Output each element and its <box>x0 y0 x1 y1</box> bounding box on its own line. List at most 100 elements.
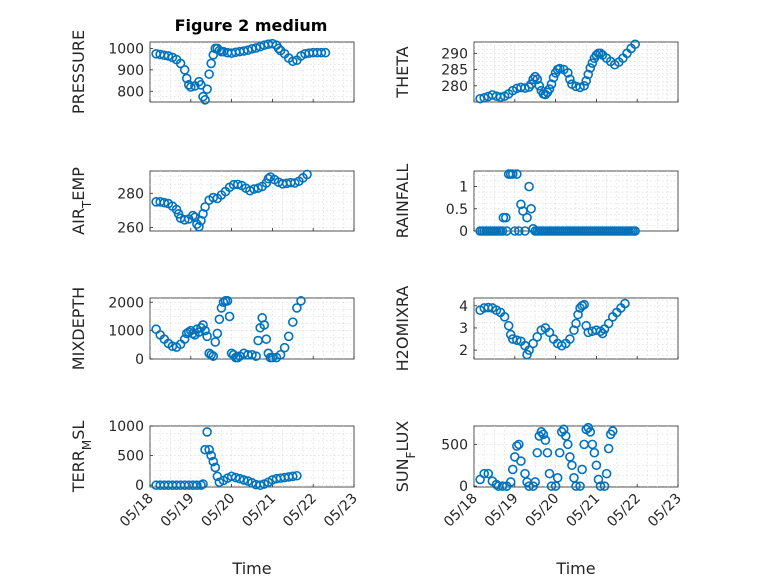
y-tick-label: 900 <box>117 63 144 79</box>
subplot-terr-msl: 0 500 1000 05/18 05/19 05/20 05/21 05/22 05/23 TE… <box>69 419 361 578</box>
data-point <box>179 215 190 225</box>
data-point <box>544 327 555 338</box>
subplot-mixdepth: 0 1000 2000 MIXDEPTH <box>69 287 355 370</box>
data-point <box>530 477 541 487</box>
data-point <box>483 302 494 313</box>
data-point <box>202 427 212 437</box>
data-series <box>475 298 630 360</box>
data-point <box>526 203 536 214</box>
y-axis-label: PRESSURE <box>69 30 88 114</box>
data-point <box>544 84 555 94</box>
data-point <box>520 468 530 479</box>
data-point <box>591 460 602 471</box>
data-point <box>558 424 569 435</box>
data-point <box>579 80 589 91</box>
data-point <box>532 332 543 342</box>
data-point <box>571 318 581 329</box>
data-series <box>151 427 302 491</box>
data-point <box>509 226 520 236</box>
data-point <box>218 297 229 308</box>
axes-frame <box>473 425 679 488</box>
data-point <box>251 351 261 361</box>
y-tick-label: 260 <box>117 221 144 237</box>
data-series <box>475 39 640 104</box>
data-point <box>548 72 559 83</box>
data-point <box>188 210 198 221</box>
data-point <box>222 296 233 306</box>
data-point <box>601 468 612 479</box>
y-tick-label: 500 <box>117 449 144 465</box>
data-series <box>151 38 331 105</box>
x-tick-label: 05/23 <box>321 491 361 531</box>
data-point <box>599 481 610 491</box>
data-point <box>524 345 534 355</box>
data-point <box>287 317 298 327</box>
data-point <box>512 441 522 451</box>
data-point <box>192 480 202 491</box>
data-point <box>186 82 196 92</box>
data-point <box>563 439 573 450</box>
subplot-air-temp: 260 280 AIRTEMP <box>69 167 355 237</box>
data-point <box>239 475 249 485</box>
y-axis-label: TERRMSL <box>69 421 94 494</box>
data-point <box>259 320 270 330</box>
data-point <box>200 325 210 336</box>
data-point <box>503 320 514 331</box>
data-point <box>587 58 598 68</box>
data-point <box>212 328 223 339</box>
data-point <box>595 48 606 59</box>
x-tick-label: 05/18 <box>441 491 481 531</box>
y-tick-label: 1000 <box>108 41 144 57</box>
data-point <box>524 181 534 192</box>
x-tick-label: 05/23 <box>645 491 685 531</box>
data-point <box>587 439 598 450</box>
x-axis-label: Time <box>231 559 271 578</box>
data-point <box>528 338 538 349</box>
data-point <box>544 468 555 479</box>
data-point <box>514 439 524 450</box>
y-tick-label: 3 <box>459 321 468 337</box>
data-point <box>232 179 243 190</box>
data-point <box>542 447 553 458</box>
data-point <box>554 447 565 458</box>
y-tick-label: 280 <box>117 186 144 202</box>
subplot-rainfall: 0 0.5 1 RAINFALL <box>393 164 679 240</box>
subplot-sun-flux: 0 500 05/18 05/19 05/20 05/21 05/22 05/23 SUNFLU… <box>393 421 685 578</box>
data-point <box>179 334 190 344</box>
data-point <box>603 443 614 454</box>
data-point <box>579 299 589 310</box>
data-point <box>603 318 614 329</box>
data-point <box>479 468 490 479</box>
data-point <box>507 169 518 179</box>
y-tick-label: 0 <box>459 479 468 495</box>
data-point <box>198 479 208 489</box>
data-point <box>583 69 594 80</box>
data-point <box>302 169 312 180</box>
x-tick-label: 05/21 <box>239 491 279 531</box>
data-point <box>569 325 579 335</box>
data-point <box>497 226 508 236</box>
data-point <box>206 58 216 69</box>
data-point <box>200 202 210 212</box>
subplot-pressure: 800 900 1000 PRESSURE <box>69 30 355 114</box>
axes-frame <box>473 41 679 103</box>
data-point <box>499 312 510 322</box>
data-point <box>607 426 618 436</box>
data-point <box>522 212 532 223</box>
x-tick-label: 05/20 <box>523 491 563 531</box>
data-point <box>495 92 506 102</box>
data-point <box>263 173 274 184</box>
data-point <box>585 427 596 437</box>
y-tick-label: 0 <box>135 352 144 368</box>
data-point <box>581 76 592 86</box>
data-point <box>550 481 561 491</box>
data-point <box>479 92 490 103</box>
data-point <box>179 65 190 75</box>
data-point <box>565 74 575 85</box>
figure-title: Figure 2 medium <box>175 16 328 35</box>
data-point <box>522 349 532 360</box>
data-point <box>512 169 522 179</box>
data-point <box>507 464 518 475</box>
data-point <box>183 80 194 90</box>
y-tick-label: 500 <box>441 437 468 453</box>
